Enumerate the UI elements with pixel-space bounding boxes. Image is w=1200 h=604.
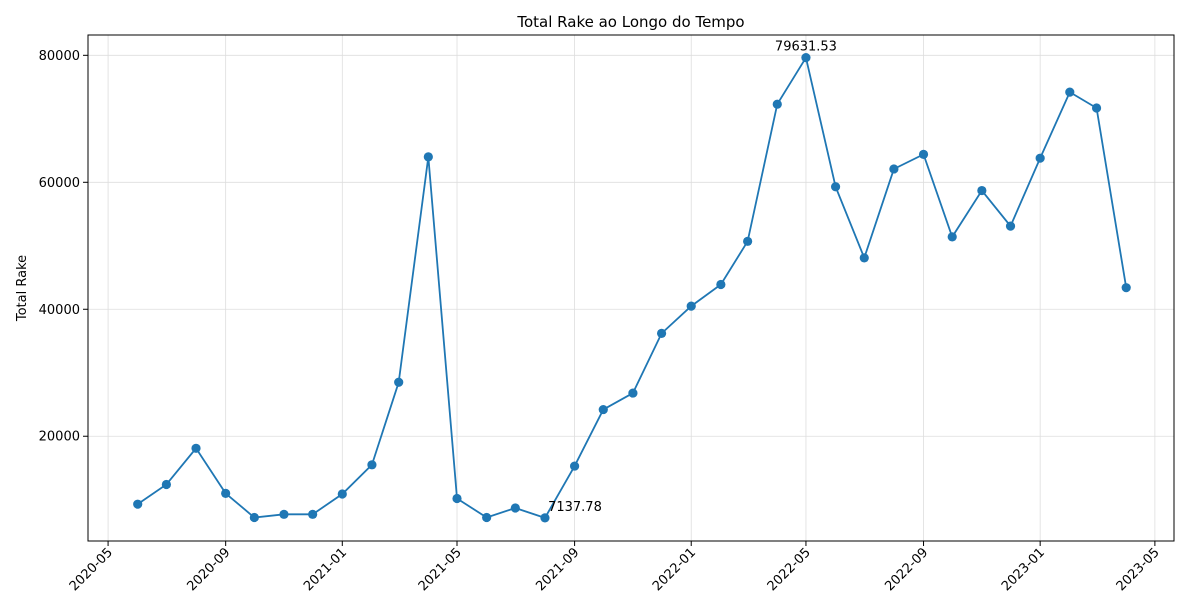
data-point — [656, 328, 667, 338]
grid-layer — [88, 35, 1174, 541]
series-line — [137, 55, 1128, 519]
data-point — [279, 509, 289, 519]
data-label: 79631.53 — [775, 40, 837, 55]
data-point — [859, 253, 869, 263]
x-tick-label: 2022-01 — [650, 545, 699, 594]
y-axis-label: Total Rake — [15, 255, 30, 322]
x-tick-label: 2023-01 — [999, 545, 1048, 594]
data-point — [482, 512, 492, 523]
data-point — [716, 279, 726, 290]
data-point — [337, 489, 347, 499]
data-point — [540, 513, 550, 523]
data-point — [598, 404, 608, 415]
data-point — [394, 377, 404, 387]
data-label: 7137.78 — [548, 500, 602, 515]
data-point — [889, 164, 899, 174]
x-tick-label: 2021-05 — [416, 545, 465, 594]
y-tick-label: 60000 — [39, 176, 80, 191]
x-tick-label: 2021-09 — [533, 545, 582, 594]
data-point — [977, 185, 987, 196]
data-point — [569, 461, 580, 471]
annotation-layer: 79631.53 7137.78 — [548, 40, 837, 515]
data-point — [221, 488, 231, 498]
data-point — [1091, 103, 1102, 113]
data-point — [686, 301, 696, 311]
data-point — [743, 236, 753, 246]
x-tick-label: 2020-05 — [67, 545, 116, 594]
data-point — [830, 182, 841, 192]
data-point — [510, 503, 520, 513]
y-axis: 20000 40000 60000 80000 — [39, 49, 88, 445]
data-point — [772, 99, 782, 109]
data-point — [1005, 221, 1016, 231]
y-tick-label: 40000 — [39, 303, 80, 318]
series-line-layer — [137, 55, 1128, 519]
x-tick-label: 2022-09 — [882, 545, 931, 594]
chart-title: Total Rake ao Longo do Tempo — [516, 13, 744, 31]
data-point — [249, 512, 259, 523]
y-tick-label: 20000 — [39, 430, 80, 445]
data-point — [452, 493, 462, 504]
x-tick-label: 2023-05 — [1114, 545, 1163, 594]
data-point — [308, 509, 318, 519]
data-point — [367, 460, 377, 470]
data-point — [1035, 153, 1045, 163]
data-point — [801, 53, 811, 63]
data-point — [423, 152, 433, 162]
data-point — [918, 149, 929, 159]
data-point — [628, 388, 638, 398]
x-tick-label: 2022-05 — [765, 545, 814, 594]
x-tick-label: 2021-01 — [301, 545, 350, 594]
data-point — [1121, 283, 1131, 293]
x-axis: 2020-05 2020-09 2021-01 2021-05 2021-09 2022-… — [67, 541, 1163, 594]
data-point — [133, 499, 143, 509]
data-point — [1065, 87, 1075, 97]
data-point — [161, 479, 171, 490]
data-point — [191, 443, 201, 453]
plot-frame — [87, 34, 1175, 542]
y-tick-label: 80000 — [39, 49, 80, 64]
x-tick-label: 2020-09 — [184, 545, 233, 594]
series-point-layer — [133, 53, 1131, 523]
data-point — [947, 232, 957, 242]
